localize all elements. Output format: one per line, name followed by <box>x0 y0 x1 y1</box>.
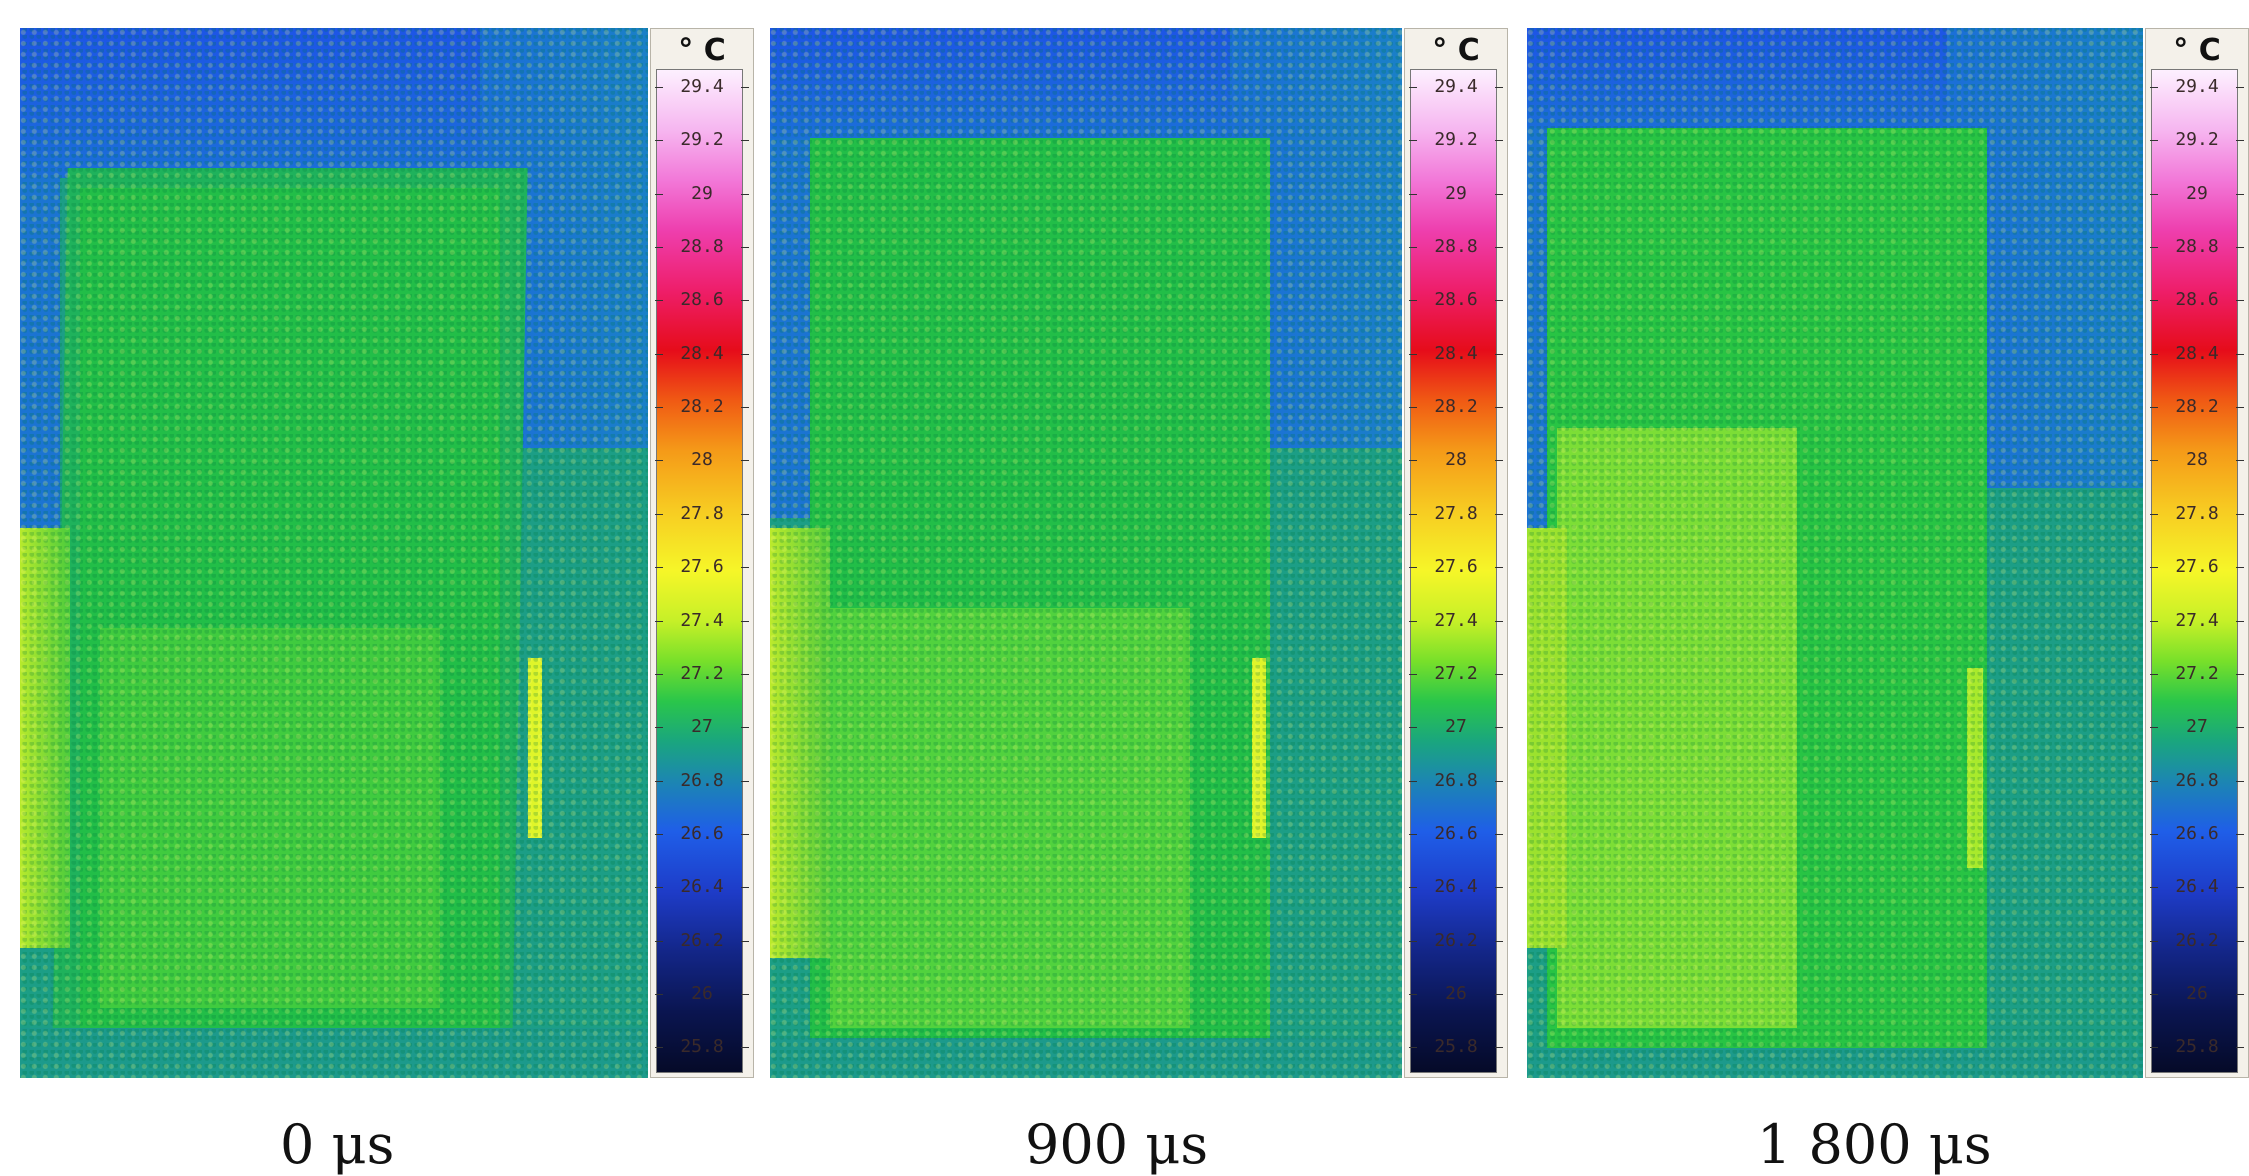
colorbar-tick-label: 26.2 <box>2146 930 2248 951</box>
colorbar-tick-label: 26.8 <box>651 770 753 791</box>
colorbar-tick-label: 26.4 <box>2146 877 2248 897</box>
colorbar-tick-label: 28.2 <box>651 397 753 417</box>
colorbar-tick-label: 27.8 <box>2146 503 2248 524</box>
colorbar-tick-label: 28.8 <box>1405 237 1507 257</box>
panel-caption: 1 800 μs <box>1757 1113 1992 1176</box>
colorbar-unit: ° C <box>678 33 726 68</box>
colorbar: ° C 29.4 29.2 29 28.8 28.6 28.4 28.2 28 27.8 27.6… <box>650 28 754 1078</box>
colorbar-tick-label: 27 <box>2146 717 2248 737</box>
colorbar-tick-label: 25.8 <box>1405 1037 1507 1057</box>
colorbar-tick-label: 29.4 <box>651 77 753 97</box>
colorbar-tick-label: 29.2 <box>2146 130 2248 150</box>
colorbar-tick-label: 29 <box>2146 183 2248 204</box>
colorbar-tick-label: 28.6 <box>651 290 753 310</box>
colorbar-tick-label: 28.8 <box>2146 237 2248 257</box>
colorbar-tick-label: 25.8 <box>2146 1037 2248 1057</box>
colorbar-unit: ° C <box>1432 33 1480 68</box>
thermal-panel-1800us: ° C 29.4 29.2 29 28.8 28.6 28.4 28.2 28 27.8 27.6… <box>1527 28 2249 1176</box>
colorbar-tick-label: 27.4 <box>651 610 753 631</box>
colorbar-tick-label: 29.4 <box>1405 77 1507 97</box>
colorbar-tick-label: 26 <box>2146 984 2248 1004</box>
colorbar-tick-label: 26.6 <box>2146 823 2248 844</box>
thermal-image-900us <box>770 28 1402 1078</box>
colorbar-tick-label: 27.2 <box>2146 663 2248 684</box>
colorbar-tick-label: 26.2 <box>651 930 753 951</box>
panel-caption: 0 μs <box>280 1113 395 1176</box>
thermal-image-0us <box>20 28 648 1078</box>
thermal-panel-0us: ° C 29.4 29.2 29 28.8 28.6 28.4 28.2 28 27.8 27.6… <box>20 28 755 1176</box>
colorbar-tick-label: 26.6 <box>1405 823 1507 844</box>
panel-caption: 900 μs <box>1025 1113 1209 1176</box>
colorbar-tick-label: 26.6 <box>651 823 753 844</box>
colorbar-tick-label: 27.6 <box>651 557 753 577</box>
colorbar-gradient <box>656 69 743 1073</box>
colorbar-tick-label: 26 <box>1405 984 1507 1004</box>
colorbar-tick-label: 25.8 <box>651 1037 753 1057</box>
colorbar-tick-label: 27.2 <box>651 663 753 684</box>
colorbar-tick-label: 27.2 <box>1405 663 1507 684</box>
colorbar-tick-label: 28.2 <box>2146 397 2248 417</box>
colorbar-tick-label: 26.8 <box>1405 770 1507 791</box>
colorbar-tick-label: 27.8 <box>651 503 753 524</box>
thermal-panel-900us: ° C 29.4 29.2 29 28.8 28.6 28.4 28.2 28 27.8 27.6… <box>770 28 1508 1176</box>
colorbar-tick-label: 27.4 <box>2146 610 2248 631</box>
colorbar-tick-label: 29.2 <box>651 130 753 150</box>
colorbar-tick-label: 28 <box>1405 450 1507 470</box>
colorbar-tick-label: 28.4 <box>1405 343 1507 364</box>
colorbar-tick-label: 28.6 <box>2146 290 2248 310</box>
colorbar-tick-label: 27.6 <box>1405 557 1507 577</box>
colorbar-unit: ° C <box>2173 33 2221 68</box>
colorbar-tick-label: 27 <box>1405 717 1507 737</box>
colorbar-tick-label: 29.2 <box>1405 130 1507 150</box>
colorbar-tick-label: 28.8 <box>651 237 753 257</box>
colorbar-tick-label: 26.8 <box>2146 770 2248 791</box>
colorbar-tick-label: 28 <box>651 450 753 470</box>
colorbar-tick-label: 28.4 <box>2146 343 2248 364</box>
colorbar-tick-label: 27.4 <box>1405 610 1507 631</box>
colorbar: ° C 29.4 29.2 29 28.8 28.6 28.4 28.2 28 27.8 27.6… <box>1404 28 1508 1078</box>
colorbar-tick-label: 29 <box>651 183 753 204</box>
colorbar-tick-label: 29.4 <box>2146 77 2248 97</box>
colorbar-gradient <box>2151 69 2238 1073</box>
colorbar-tick-label: 28.4 <box>651 343 753 364</box>
colorbar-tick-label: 29 <box>1405 183 1507 204</box>
colorbar-tick-label: 27 <box>651 717 753 737</box>
colorbar-tick-label: 26.4 <box>651 877 753 897</box>
colorbar-gradient <box>1410 69 1497 1073</box>
colorbar-tick-label: 28 <box>2146 450 2248 470</box>
colorbar-tick-label: 28.6 <box>1405 290 1507 310</box>
colorbar-tick-label: 28.2 <box>1405 397 1507 417</box>
colorbar-tick-label: 26 <box>651 984 753 1004</box>
colorbar-tick-label: 26.2 <box>1405 930 1507 951</box>
colorbar: ° C 29.4 29.2 29 28.8 28.6 28.4 28.2 28 27.8 27.6… <box>2145 28 2249 1078</box>
colorbar-tick-label: 27.8 <box>1405 503 1507 524</box>
thermal-image-1800us <box>1527 28 2143 1078</box>
colorbar-tick-label: 26.4 <box>1405 877 1507 897</box>
colorbar-tick-label: 27.6 <box>2146 557 2248 577</box>
